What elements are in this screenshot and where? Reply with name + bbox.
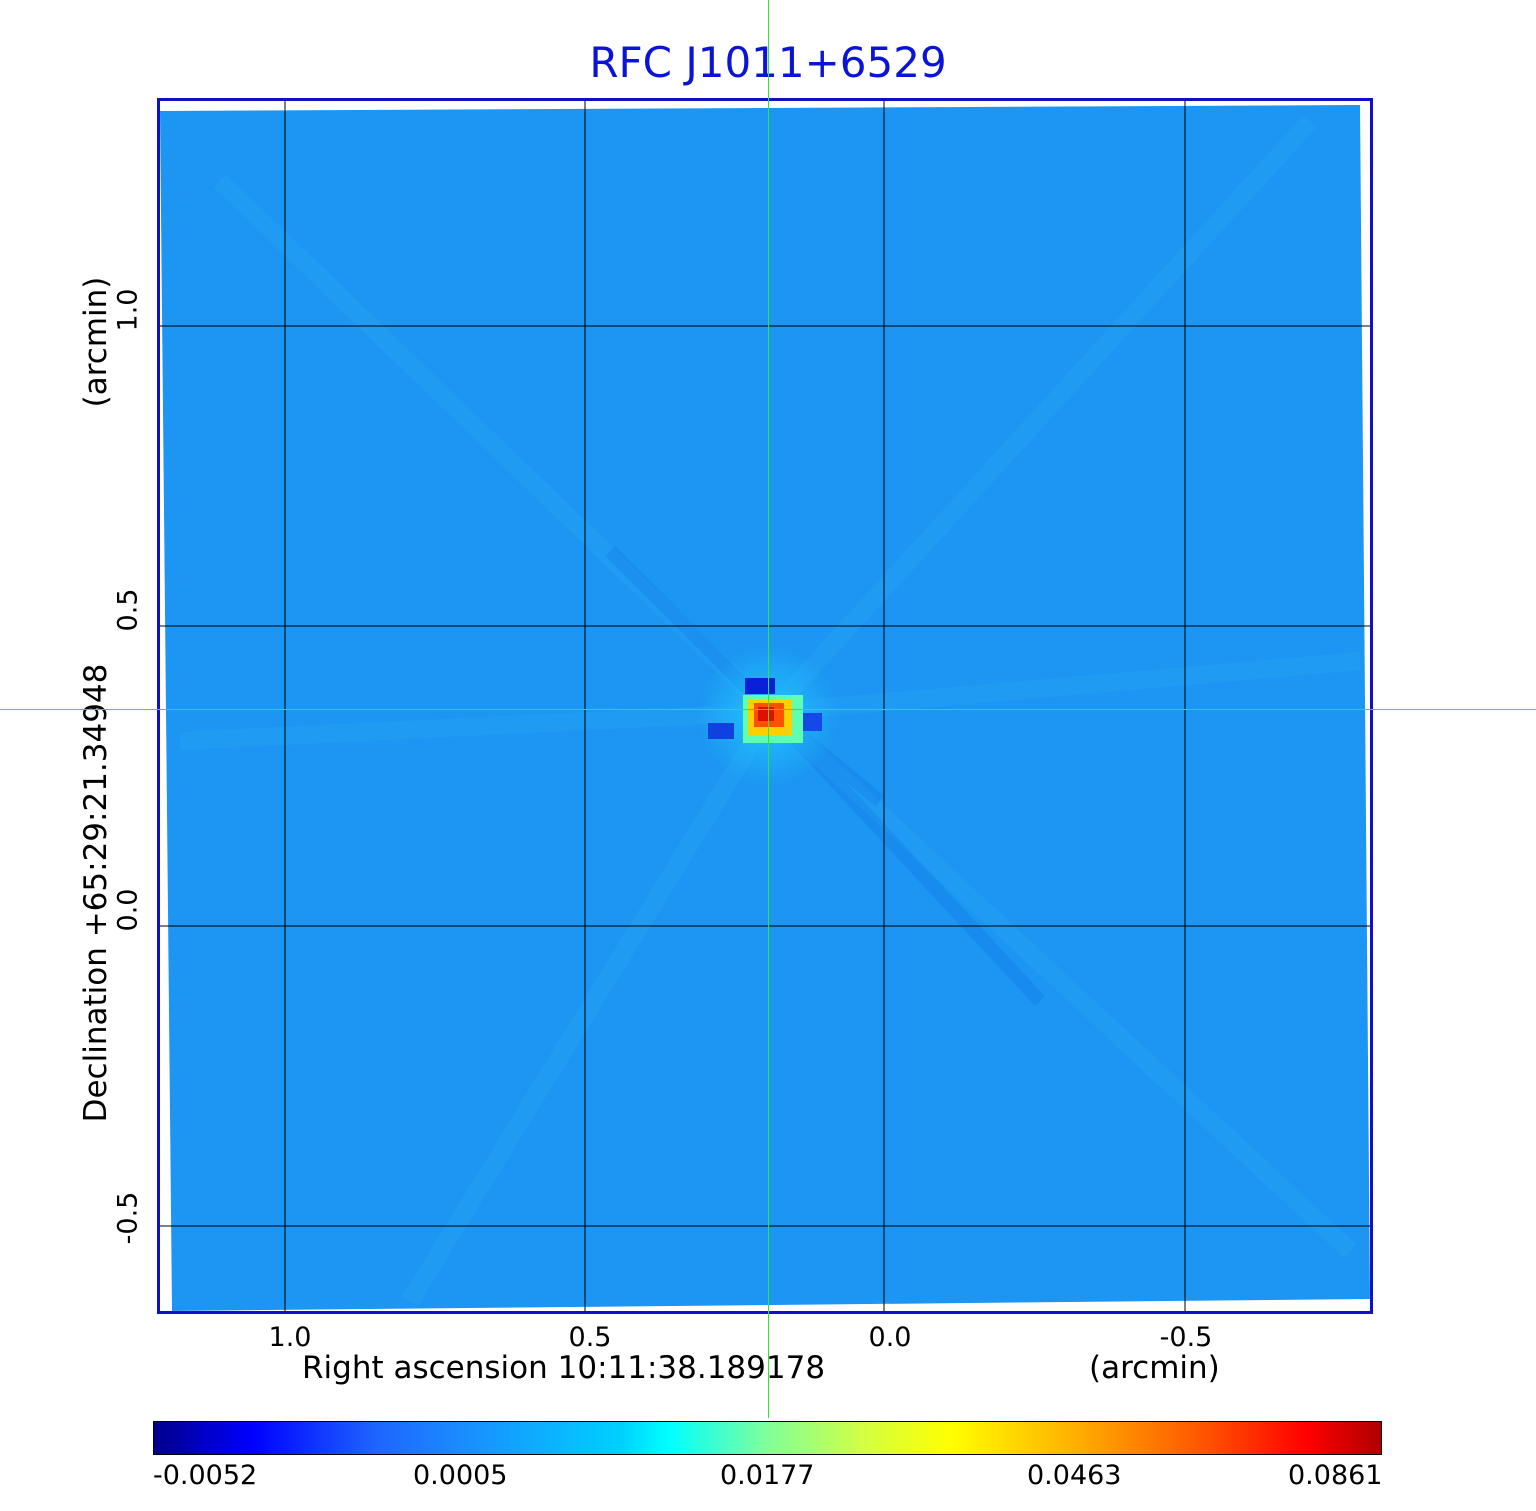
colorbar-tick-label: 0.0177 bbox=[720, 1460, 815, 1491]
colorbar-tick-label: 0.0005 bbox=[413, 1460, 508, 1491]
crosshair-horizontal bbox=[0, 709, 1536, 710]
y-axis-unit-label: (arcmin) bbox=[78, 276, 114, 408]
x-tick-label: 1.0 bbox=[268, 1322, 312, 1353]
colorbar-tick-label: 0.0861 bbox=[1288, 1460, 1383, 1491]
sky-map bbox=[160, 101, 1370, 1311]
coordinate-grid bbox=[160, 101, 1370, 1311]
y-tick-label: 1.0 bbox=[112, 288, 144, 332]
y-tick-label: 0.0 bbox=[112, 888, 144, 932]
sky-map-frame[interactable] bbox=[157, 98, 1373, 1314]
colorbar-tick-label: -0.0052 bbox=[153, 1460, 258, 1491]
x-tick-label: 0.5 bbox=[568, 1322, 612, 1353]
x-tick-label: 0.0 bbox=[868, 1322, 912, 1353]
x-tick-label: -0.5 bbox=[1159, 1322, 1213, 1353]
x-axis-label: Right ascension 10:11:38.189178 bbox=[302, 1350, 826, 1386]
colorbar bbox=[153, 1421, 1382, 1455]
y-tick-label: -0.5 bbox=[112, 1191, 144, 1245]
y-axis-label: Declination +65:29:21.34948 bbox=[78, 663, 114, 1123]
colorbar-tick-label: 0.0463 bbox=[1027, 1460, 1122, 1491]
y-tick-label: 0.5 bbox=[112, 588, 144, 632]
x-axis-unit-label: (arcmin) bbox=[1089, 1350, 1220, 1386]
